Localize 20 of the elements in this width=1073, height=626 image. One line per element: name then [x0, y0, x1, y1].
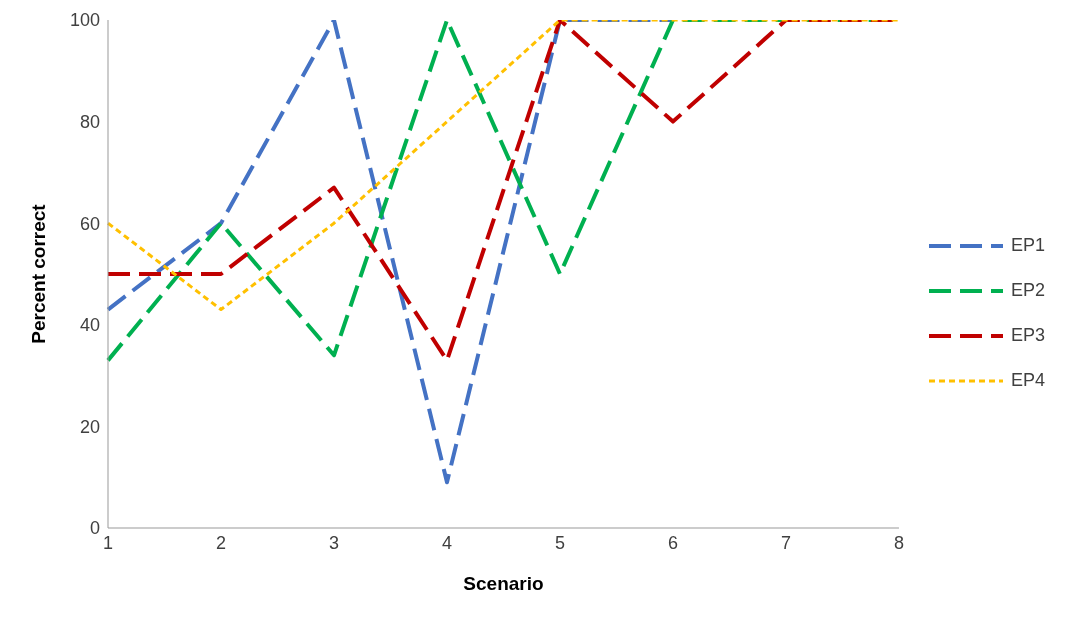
x-axis-title: Scenario — [463, 573, 544, 594]
x-tick-label: 2 — [215, 532, 226, 553]
y-tick-label: 60 — [79, 213, 100, 234]
x-tick-label: 4 — [441, 532, 452, 553]
legend-label: EP1 — [1010, 235, 1045, 256]
x-tick-label: 5 — [554, 532, 565, 553]
y-tick-label: 0 — [89, 518, 100, 539]
y-tick-label: 100 — [69, 10, 100, 31]
y-axis-title: Percent correct — [27, 203, 49, 344]
legend-label: EP3 — [1010, 325, 1045, 346]
legend-label: EP4 — [1010, 370, 1045, 391]
legend-label: EP2 — [1010, 280, 1045, 301]
x-tick-label: 6 — [667, 532, 678, 553]
x-tick-label: 3 — [328, 532, 339, 553]
x-tick-label: 7 — [780, 532, 791, 553]
y-tick-label: 80 — [79, 111, 100, 132]
y-tick-label: 40 — [79, 315, 100, 336]
y-tick-label: 20 — [79, 416, 100, 437]
x-tick-label: 8 — [893, 532, 904, 553]
x-tick-label: 1 — [102, 532, 114, 553]
